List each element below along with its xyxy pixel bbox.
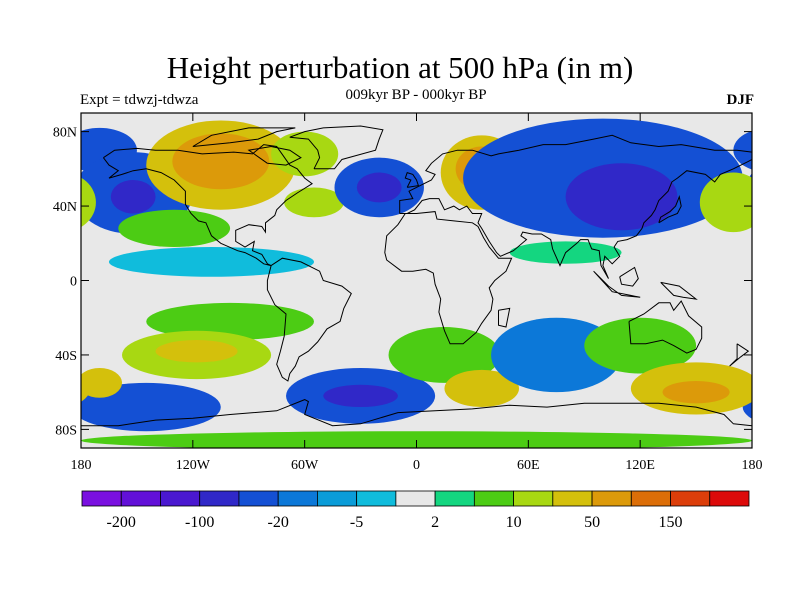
- coastline-africa: [384, 211, 513, 345]
- field-region-6: [271, 131, 339, 177]
- x-tick-label-0: 180: [71, 458, 92, 473]
- field-region-22: [81, 382, 221, 432]
- field-region-2: [110, 180, 156, 214]
- colorbar-segment-4: [238, 490, 279, 507]
- coastline-arctic-islands: [192, 127, 296, 147]
- colorbar-segment-2: [160, 490, 201, 507]
- x-tick-label-1: 120W: [176, 458, 211, 473]
- colorbar-segment-16: [709, 490, 750, 507]
- colorbar-segment-10: [473, 490, 514, 507]
- x-tick-label-6: 180: [742, 458, 763, 473]
- field-region-21: [323, 384, 398, 408]
- field-contours: [81, 118, 752, 448]
- field-region-27: [584, 317, 697, 374]
- colorbar-segment-6: [317, 490, 358, 507]
- field-region-28-wrap: [81, 375, 91, 402]
- y-tick-label-3: 40S: [55, 349, 77, 364]
- y-tick-label-2: 0: [70, 275, 77, 290]
- colorbar-segment-15: [670, 490, 711, 507]
- field-region-14-wrap: [81, 177, 96, 228]
- coastline-borneo: [619, 266, 639, 287]
- colorbar-label-5: 10: [506, 514, 522, 531]
- y-tick-label-1: 40N: [53, 200, 77, 215]
- experiment-label: Expt = tdwzj-tdwza: [80, 92, 199, 108]
- field-region-5: [118, 209, 231, 247]
- coastline-eurasia-africa: [399, 134, 752, 279]
- field-region-17: [146, 302, 314, 341]
- colorbar-segment-7: [356, 490, 397, 507]
- x-tick-label-5: 120E: [625, 458, 655, 473]
- field-region-25: [444, 369, 520, 408]
- map-subtitle: 009kyr BP - 000kyr BP: [345, 87, 487, 103]
- colorbar-segment-0: [81, 490, 122, 507]
- colorbar-segment-11: [513, 490, 554, 507]
- colorbar-label-0: -200: [107, 514, 136, 531]
- colorbar-segment-3: [199, 490, 240, 507]
- coastline-australia: [628, 300, 703, 354]
- season-label: DJF: [726, 92, 755, 108]
- coastline-new-zealand: [729, 343, 750, 367]
- coastline-japan: [658, 195, 682, 224]
- coastline-baffin: [247, 145, 302, 166]
- coastline-greenland: [289, 125, 384, 170]
- colorbar-segment-9: [434, 490, 475, 507]
- colorbar-segment-1: [120, 490, 161, 507]
- field-region-13: [565, 163, 678, 231]
- colorbar-label-6: 50: [584, 514, 600, 531]
- field-region-23: [81, 367, 122, 398]
- field-region-30: [81, 431, 752, 448]
- field-region-24: [388, 327, 501, 383]
- axis-ticks: 180 120W 60W 0 60E 120E 180 80N 40N 0 40S 80S: [53, 113, 763, 473]
- colorbar-segment-12: [552, 490, 593, 507]
- colorbar-label-1: -100: [185, 514, 214, 531]
- field-region-4: [172, 133, 270, 190]
- y-tick-label-4: 80S: [55, 423, 77, 438]
- x-tick-label-2: 60W: [291, 458, 319, 473]
- map-title: Height perturbation at 500 hPa (in m): [166, 50, 634, 85]
- field-region-14: [699, 172, 752, 233]
- colorbar-segment-8: [395, 490, 436, 507]
- coastline-britain: [404, 171, 420, 188]
- x-tick-label-4: 60E: [517, 458, 540, 473]
- field-region-0-wrap: [733, 130, 752, 170]
- colorbar-label-3: -5: [350, 514, 363, 531]
- colorbar-label-4: 2: [431, 514, 439, 531]
- coastline-indonesia: [593, 270, 641, 298]
- coastline-madagascar: [498, 307, 511, 328]
- colorbar-segment-14: [630, 490, 671, 507]
- coastline-antarctica: [81, 399, 752, 427]
- colorbar: -200 -100 -20 -5 2 10 50 150: [81, 490, 750, 531]
- field-region-1-wrap: [744, 173, 752, 213]
- field-region-15: [108, 247, 314, 277]
- field-region-9: [356, 172, 402, 203]
- colorbar-label-7: 150: [659, 514, 683, 531]
- field-region-7: [284, 187, 344, 218]
- colorbar-segment-5: [277, 490, 318, 507]
- x-tick-label-3: 0: [413, 458, 420, 473]
- coastline-south-america: [266, 257, 352, 382]
- coastline-north-america: [103, 144, 313, 267]
- field-region-19: [155, 340, 238, 363]
- coastline-new-guinea: [660, 281, 698, 300]
- y-tick-label-0: 80N: [53, 126, 77, 141]
- colorbar-label-2: -20: [268, 514, 289, 531]
- field-region-29: [662, 381, 730, 404]
- colorbar-segment-13: [591, 490, 632, 507]
- coastlines: [81, 125, 752, 427]
- field-region-23-wrap: [748, 374, 752, 392]
